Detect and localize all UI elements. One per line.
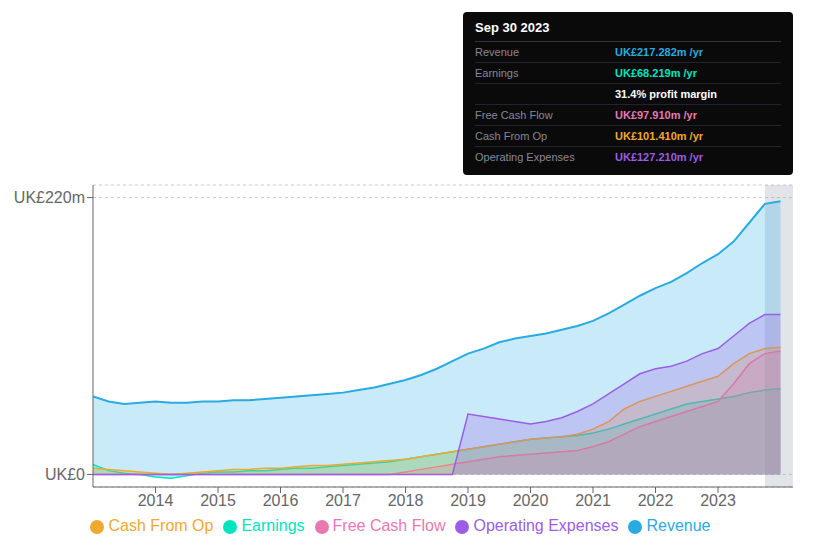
- html-text:Free Cash Flow: Free Cash Flow: [332, 517, 446, 534]
- html-text:31.4% profit margin: 31.4% profit margin: [615, 88, 718, 100]
- svg-text:UK£220m: UK£220m: [14, 189, 85, 206]
- svg-text:UK£0: UK£0: [45, 466, 85, 483]
- html-text:UK£127.210m /yr: UK£127.210m /yr: [615, 151, 704, 163]
- svg-text:2021: 2021: [575, 492, 611, 509]
- html-text:Earnings: Earnings: [475, 67, 519, 79]
- svg-text:2016: 2016: [263, 492, 299, 509]
- html-text:Revenue: Revenue: [475, 46, 519, 58]
- svg-text:2020: 2020: [513, 492, 549, 509]
- html-text:Free Cash Flow: Free Cash Flow: [475, 109, 553, 121]
- svg-text:2023: 2023: [700, 492, 736, 509]
- html-text:Cash From Op: Cash From Op: [475, 130, 548, 142]
- svg-text:2018: 2018: [388, 492, 424, 509]
- svg-text:2019: 2019: [450, 492, 486, 509]
- html-text:UK£97.910m /yr: UK£97.910m /yr: [615, 109, 697, 121]
- html-text:Revenue: Revenue: [646, 517, 711, 534]
- html-text:Sep 30 2023: Sep 30 2023: [475, 20, 550, 35]
- svg-text:2014: 2014: [138, 492, 174, 509]
- svg-text:2017: 2017: [325, 492, 361, 509]
- html-text:Earnings: Earnings: [241, 517, 305, 534]
- html-text:UK£217.282m /yr: UK£217.282m /yr: [615, 46, 704, 58]
- html-text:Operating Expenses: Operating Expenses: [473, 517, 619, 534]
- html-text:UK£101.410m /yr: UK£101.410m /yr: [615, 130, 704, 142]
- svg-text:2015: 2015: [200, 492, 236, 509]
- html-text:Operating Expenses: Operating Expenses: [475, 151, 575, 163]
- html-text:UK£68.219m /yr: UK£68.219m /yr: [615, 67, 697, 79]
- svg-text:2022: 2022: [638, 492, 674, 509]
- html-text:Cash From Op: Cash From Op: [108, 517, 214, 534]
